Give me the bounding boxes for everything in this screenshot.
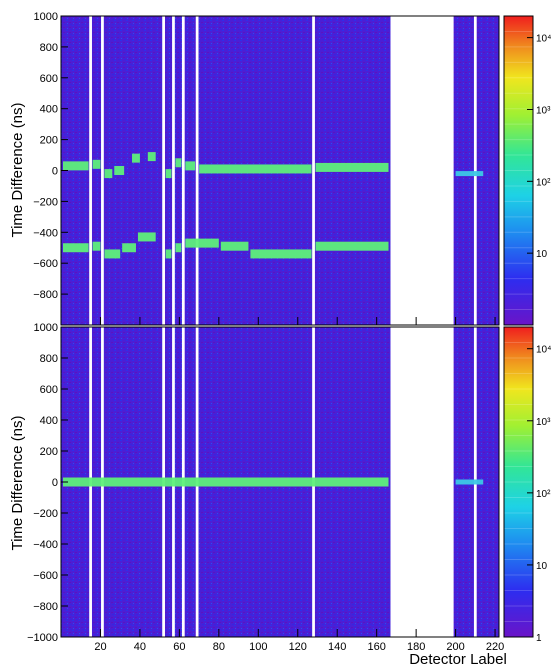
colorbar-tick-label: 10³: [536, 105, 551, 116]
signal-band-segment: [315, 241, 389, 251]
y-tick-label: −800: [33, 289, 58, 301]
y-tick-label: −600: [33, 570, 58, 582]
colorbar-tick-label: 10³: [536, 417, 551, 428]
signal-band-segment: [455, 479, 484, 485]
top-heatmap-panel: −800 −600 −400 −200 0 200 400 600 800 1000 10 10² 10…: [33, 11, 551, 326]
signal-band-segment: [165, 249, 172, 259]
x-tick-label: 200: [446, 641, 464, 653]
signal-band-segment: [132, 153, 140, 163]
signal-band-segment: [62, 477, 389, 487]
empty-detector-column: [181, 16, 185, 325]
x-tick-label: 20: [94, 641, 106, 653]
empty-detector-column: [473, 16, 477, 325]
colorbar: [504, 327, 533, 637]
colorbar-tick-label: 10²: [536, 177, 551, 188]
y-tick-label: 600: [40, 73, 58, 85]
x-tick-label: 40: [134, 641, 146, 653]
colorbar-tick-label: 10⁴: [536, 345, 551, 356]
signal-band-segment: [175, 243, 182, 253]
signal-band-segment: [250, 249, 312, 259]
x-tick-label: 140: [328, 641, 346, 653]
x-axis-label: Detector Label: [409, 651, 507, 668]
y-tick-label: −800: [33, 601, 58, 613]
signal-band-segment: [92, 159, 101, 169]
x-tick-label: 120: [289, 641, 307, 653]
y-tick-label: 1000: [34, 322, 58, 334]
x-tick-label: 180: [407, 641, 425, 653]
x-tick-label: 220: [486, 641, 504, 653]
y-tick-label: 0: [52, 477, 58, 489]
y-tick-label: −1000: [27, 632, 58, 644]
y-tick-label: −600: [33, 258, 58, 270]
empty-detector-column: [89, 16, 92, 325]
signal-band-segment: [185, 238, 219, 248]
colorbar-frame: [503, 15, 534, 326]
signal-band-segment: [165, 169, 172, 179]
colorbar-tick-label: 10²: [536, 489, 551, 500]
x-tick-label: 60: [173, 641, 185, 653]
signal-band-segment: [104, 169, 113, 179]
signal-band-segment: [62, 161, 89, 171]
y-tick-label: 200: [40, 446, 58, 458]
colorbar-tick-label: 10: [536, 561, 548, 572]
signal-band-segment: [175, 158, 182, 168]
y-tick-label: −200: [33, 508, 58, 520]
signal-band-segment: [114, 166, 125, 175]
signal-band-segment: [122, 243, 136, 253]
y-tick-label: 600: [40, 384, 58, 396]
empty-detector-column: [195, 16, 199, 325]
y-tick-label: −400: [33, 539, 58, 551]
colorbar-tick-label: 1: [536, 633, 542, 644]
y-tick-label: 200: [40, 135, 58, 147]
y-tick-label: −400: [33, 227, 58, 239]
y-tick-label: −200: [33, 196, 58, 208]
y-tick-label: 800: [40, 353, 58, 365]
signal-band-segment: [199, 164, 312, 174]
signal-band-segment: [315, 162, 389, 172]
signal-band-segment: [137, 232, 156, 242]
empty-detector-column: [101, 16, 104, 325]
y-tick-label: 1000: [34, 11, 58, 23]
y-tick-label: 400: [40, 104, 58, 116]
empty-detector-column: [162, 16, 165, 325]
empty-detector-column: [312, 16, 315, 325]
signal-band-segment: [147, 152, 156, 162]
signal-band-segment: [104, 249, 121, 259]
y-tick-label: 800: [40, 42, 58, 54]
x-tick-label: 160: [367, 641, 385, 653]
colorbar: [504, 16, 533, 325]
empty-detector-region: [390, 16, 454, 325]
empty-detector-region: [390, 327, 454, 637]
y-tick-label: 400: [40, 415, 58, 427]
colorbar-frame: [503, 326, 534, 638]
colorbar-tick-label: 10⁴: [536, 34, 551, 45]
signal-band-segment: [92, 241, 101, 251]
signal-band-segment: [185, 161, 196, 171]
signal-band-segment: [455, 171, 484, 177]
bottom-y-axis-label: Time Difference (ns): [9, 415, 26, 550]
empty-detector-column: [172, 16, 175, 325]
x-tick-label: 80: [213, 641, 225, 653]
y-tick-label: 0: [52, 166, 58, 178]
top-y-axis-label: Time Difference (ns): [9, 102, 26, 237]
signal-band-segment: [62, 243, 89, 253]
bottom-heatmap-panel: −1000 −800 −600 −400 −200 0 200 400 600 800 1000 20…: [27, 322, 551, 653]
signal-band-segment: [220, 241, 249, 251]
colorbar-tick-label: 10: [536, 249, 548, 260]
x-tick-label: 100: [249, 641, 267, 653]
